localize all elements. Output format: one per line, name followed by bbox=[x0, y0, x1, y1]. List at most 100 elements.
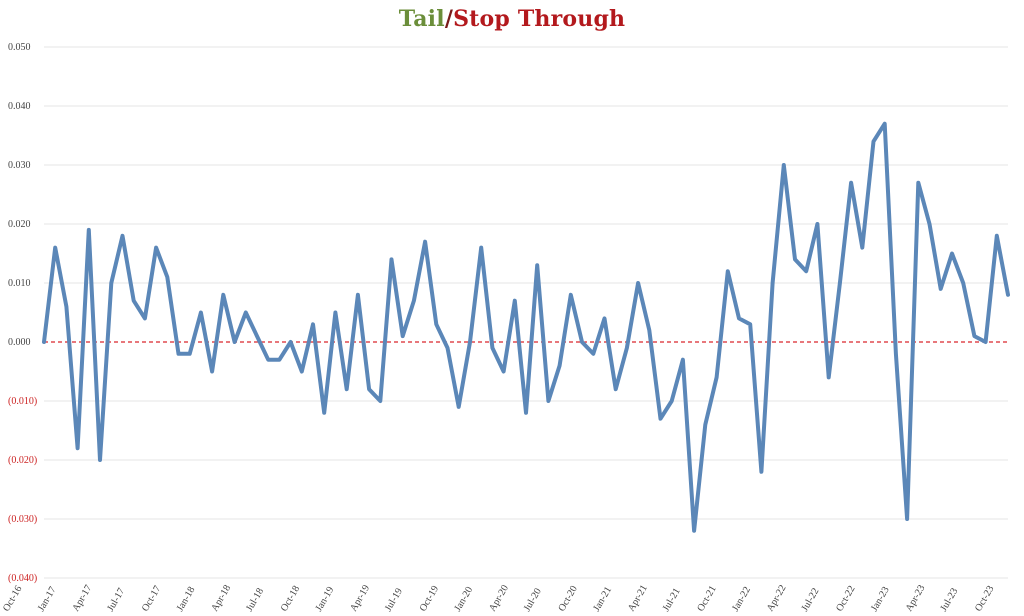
data-point bbox=[962, 282, 965, 285]
x-tick-label: Oct-20 bbox=[557, 584, 580, 614]
data-point bbox=[345, 388, 348, 391]
data-point bbox=[648, 329, 651, 332]
data-point bbox=[121, 234, 124, 237]
x-tick-label: Apr-19 bbox=[348, 583, 372, 613]
data-point bbox=[177, 352, 180, 355]
data-point bbox=[468, 341, 471, 344]
data-point bbox=[188, 352, 191, 355]
y-tick-label: 0.020 bbox=[8, 219, 31, 230]
data-point bbox=[502, 370, 505, 373]
data-point bbox=[681, 358, 684, 361]
x-tick-label: Oct-16 bbox=[1, 584, 24, 614]
data-point bbox=[368, 388, 371, 391]
data-point bbox=[917, 181, 920, 184]
data-point bbox=[894, 352, 897, 355]
x-tick-label: Oct-18 bbox=[279, 584, 302, 614]
data-point bbox=[211, 370, 214, 373]
data-point bbox=[794, 258, 797, 261]
x-tick-label: Jan-23 bbox=[869, 585, 892, 614]
x-tick-label: Jan-21 bbox=[591, 585, 614, 614]
title-tail: Tail bbox=[398, 6, 445, 32]
data-point bbox=[625, 346, 628, 349]
data-point bbox=[581, 341, 584, 344]
data-point bbox=[995, 234, 998, 237]
x-tick-label: Jul-18 bbox=[244, 586, 266, 613]
title-separator: / bbox=[444, 6, 454, 32]
data-point bbox=[54, 246, 57, 249]
data-point bbox=[267, 358, 270, 361]
data-point bbox=[726, 270, 729, 273]
x-tick-label: Jul-19 bbox=[383, 586, 405, 613]
data-point bbox=[199, 311, 202, 314]
data-point bbox=[244, 311, 247, 314]
data-point bbox=[872, 140, 875, 143]
data-point bbox=[984, 341, 987, 344]
data-point bbox=[1007, 293, 1010, 296]
data-point bbox=[973, 335, 976, 338]
x-tick-label: Oct-22 bbox=[834, 584, 857, 614]
x-tick-label: Jan-20 bbox=[452, 585, 475, 614]
x-tick-label: Jul-22 bbox=[800, 586, 822, 613]
data-point bbox=[592, 352, 595, 355]
x-tick-label: Jul-20 bbox=[522, 586, 544, 613]
x-tick-label: Jan-22 bbox=[730, 585, 753, 614]
data-point bbox=[424, 240, 427, 243]
data-point bbox=[491, 346, 494, 349]
data-point bbox=[637, 282, 640, 285]
data-point bbox=[76, 447, 79, 450]
x-tick-label: Jan-17 bbox=[36, 585, 59, 614]
data-point bbox=[143, 317, 146, 320]
data-point bbox=[737, 317, 740, 320]
data-point bbox=[749, 323, 752, 326]
x-tick-label: Jan-19 bbox=[314, 585, 337, 614]
y-tick-label: 0.000 bbox=[8, 337, 31, 348]
y-tick-label: (0.020) bbox=[8, 455, 37, 466]
y-tick-label: (0.030) bbox=[8, 514, 37, 525]
data-point bbox=[255, 335, 258, 338]
data-point bbox=[558, 364, 561, 367]
x-tick-label: Oct-17 bbox=[140, 584, 163, 614]
data-point bbox=[233, 341, 236, 344]
data-point bbox=[670, 400, 673, 403]
x-tick-label: Jan-18 bbox=[175, 585, 198, 614]
data-point bbox=[300, 370, 303, 373]
data-point bbox=[850, 181, 853, 184]
data-point bbox=[928, 223, 931, 226]
y-tick-label: 0.010 bbox=[8, 278, 31, 289]
x-tick-label: Jul-21 bbox=[661, 586, 683, 613]
data-point bbox=[805, 270, 808, 273]
data-point bbox=[861, 246, 864, 249]
x-tick-label: Oct-21 bbox=[695, 584, 718, 614]
data-point bbox=[536, 264, 539, 267]
data-point bbox=[356, 293, 359, 296]
data-point bbox=[614, 388, 617, 391]
title-stop-through: Stop Through bbox=[453, 6, 626, 32]
data-point bbox=[412, 299, 415, 302]
data-point bbox=[222, 293, 225, 296]
data-point bbox=[715, 376, 718, 379]
data-point bbox=[480, 246, 483, 249]
data-point bbox=[155, 246, 158, 249]
data-point bbox=[65, 305, 68, 308]
data-point bbox=[99, 459, 102, 462]
data-point bbox=[693, 529, 696, 532]
data-point bbox=[334, 311, 337, 314]
data-point bbox=[569, 293, 572, 296]
series-line bbox=[42, 121, 1010, 533]
data-point bbox=[950, 252, 953, 255]
x-tick-label: Apr-21 bbox=[626, 583, 650, 613]
data-point bbox=[838, 282, 841, 285]
data-point bbox=[816, 223, 819, 226]
data-point bbox=[87, 228, 90, 231]
data-point bbox=[390, 258, 393, 261]
data-point bbox=[132, 299, 135, 302]
data-point bbox=[435, 323, 438, 326]
data-point bbox=[401, 335, 404, 338]
data-point bbox=[278, 358, 281, 361]
x-tick-label: Apr-20 bbox=[487, 583, 511, 613]
y-tick-label: (0.040) bbox=[8, 573, 37, 584]
data-point bbox=[827, 376, 830, 379]
data-point bbox=[289, 341, 292, 344]
